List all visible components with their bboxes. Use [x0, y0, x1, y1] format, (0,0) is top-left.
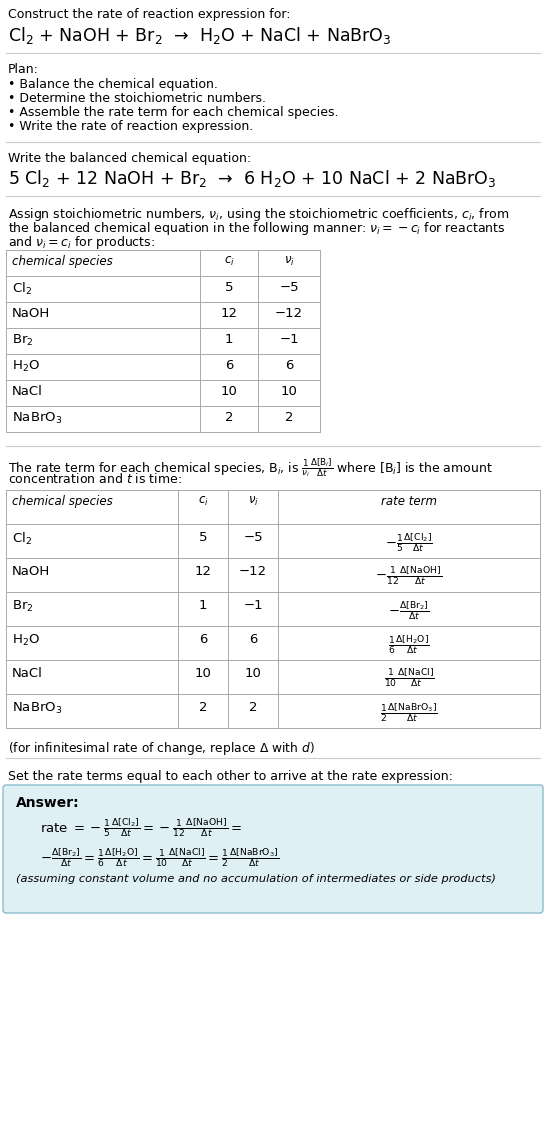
- Text: $c_i$: $c_i$: [224, 255, 234, 269]
- Text: $\frac{1}{2}\frac{\Delta[\mathrm{NaBrO_3}]}{\Delta t}$: $\frac{1}{2}\frac{\Delta[\mathrm{NaBrO_3…: [380, 701, 438, 724]
- Text: NaBrO$_3$: NaBrO$_3$: [12, 701, 62, 716]
- Text: rate term: rate term: [381, 495, 437, 508]
- Text: Cl$_2$ + NaOH + Br$_2$  →  H$_2$O + NaCl + NaBrO$_3$: Cl$_2$ + NaOH + Br$_2$ → H$_2$O + NaCl +…: [8, 25, 391, 46]
- Text: 2: 2: [249, 701, 257, 714]
- Text: 12: 12: [221, 307, 238, 320]
- Text: Plan:: Plan:: [8, 63, 39, 76]
- Text: • Balance the chemical equation.: • Balance the chemical equation.: [8, 79, 218, 91]
- Text: 10: 10: [245, 667, 262, 681]
- Text: Br$_2$: Br$_2$: [12, 599, 33, 615]
- Text: the balanced chemical equation in the following manner: $\nu_i = -c_i$ for react: the balanced chemical equation in the fo…: [8, 220, 506, 237]
- Text: $\frac{1}{6}\frac{\Delta[\mathrm{H_2O}]}{\Delta t}$: $\frac{1}{6}\frac{\Delta[\mathrm{H_2O}]}…: [388, 633, 430, 655]
- Text: Br$_2$: Br$_2$: [12, 333, 33, 348]
- Text: • Determine the stoichiometric numbers.: • Determine the stoichiometric numbers.: [8, 92, 266, 105]
- Text: $\frac{1}{10}\frac{\Delta[\mathrm{NaCl}]}{\Delta t}$: $\frac{1}{10}\frac{\Delta[\mathrm{NaCl}]…: [384, 667, 435, 690]
- Text: 1: 1: [199, 599, 207, 612]
- Text: 5: 5: [225, 281, 233, 294]
- Text: $\nu_i$: $\nu_i$: [247, 495, 258, 508]
- Text: −5: −5: [243, 531, 263, 544]
- Text: (assuming constant volume and no accumulation of intermediates or side products): (assuming constant volume and no accumul…: [16, 874, 496, 884]
- Text: 12: 12: [194, 564, 211, 578]
- Text: 2: 2: [285, 411, 293, 424]
- Text: chemical species: chemical species: [12, 255, 113, 269]
- Text: 5: 5: [199, 531, 207, 544]
- Text: concentration and $t$ is time:: concentration and $t$ is time:: [8, 472, 182, 486]
- Text: H$_2$O: H$_2$O: [12, 358, 40, 374]
- Text: chemical species: chemical species: [12, 495, 113, 508]
- Text: 1: 1: [225, 333, 233, 346]
- Text: rate $= -\frac{1}{5}\frac{\Delta[\mathrm{Cl_2}]}{\Delta t} = -\frac{1}{12}\frac{: rate $= -\frac{1}{5}\frac{\Delta[\mathrm…: [40, 816, 242, 839]
- Text: 2: 2: [225, 411, 233, 424]
- Text: −12: −12: [239, 564, 267, 578]
- Text: Write the balanced chemical equation:: Write the balanced chemical equation:: [8, 152, 251, 165]
- FancyBboxPatch shape: [3, 785, 543, 913]
- Text: −1: −1: [279, 333, 299, 346]
- Text: 10: 10: [194, 667, 211, 681]
- Text: 5 Cl$_2$ + 12 NaOH + Br$_2$  →  6 H$_2$O + 10 NaCl + 2 NaBrO$_3$: 5 Cl$_2$ + 12 NaOH + Br$_2$ → 6 H$_2$O +…: [8, 168, 496, 189]
- Text: • Assemble the rate term for each chemical species.: • Assemble the rate term for each chemic…: [8, 106, 339, 119]
- Text: 6: 6: [199, 633, 207, 646]
- Text: The rate term for each chemical species, B$_i$, is $\frac{1}{\nu_i}\frac{\Delta[: The rate term for each chemical species,…: [8, 456, 493, 479]
- Text: $-\frac{\Delta[\mathrm{Br}_2]}{\Delta t}$: $-\frac{\Delta[\mathrm{Br}_2]}{\Delta t}…: [388, 599, 430, 621]
- Text: NaOH: NaOH: [12, 564, 50, 578]
- Text: NaCl: NaCl: [12, 385, 43, 398]
- Text: $c_i$: $c_i$: [198, 495, 209, 508]
- Text: −5: −5: [279, 281, 299, 294]
- Text: and $\nu_i = c_i$ for products:: and $\nu_i = c_i$ for products:: [8, 234, 155, 251]
- Text: $-\frac{\Delta[\mathrm{Br_2}]}{\Delta t} = \frac{1}{6}\frac{\Delta[\mathrm{H_2O}: $-\frac{\Delta[\mathrm{Br_2}]}{\Delta t}…: [40, 846, 280, 869]
- Text: Assign stoichiometric numbers, $\nu_i$, using the stoichiometric coefficients, $: Assign stoichiometric numbers, $\nu_i$, …: [8, 206, 509, 223]
- Text: NaCl: NaCl: [12, 667, 43, 681]
- Text: 10: 10: [221, 385, 238, 398]
- Text: $-\frac{1}{5}\frac{\Delta[\mathrm{Cl}_2]}{\Delta t}$: $-\frac{1}{5}\frac{\Delta[\mathrm{Cl}_2]…: [385, 531, 433, 554]
- Text: (for infinitesimal rate of change, replace Δ with $d$): (for infinitesimal rate of change, repla…: [8, 740, 315, 757]
- Text: NaBrO$_3$: NaBrO$_3$: [12, 411, 62, 426]
- Text: −12: −12: [275, 307, 303, 320]
- Text: Cl$_2$: Cl$_2$: [12, 281, 32, 297]
- Text: $-\frac{1}{12}\frac{\Delta[\mathrm{NaOH}]}{\Delta t}$: $-\frac{1}{12}\frac{\Delta[\mathrm{NaOH}…: [376, 564, 442, 587]
- Text: $\nu_i$: $\nu_i$: [283, 255, 294, 269]
- Text: NaOH: NaOH: [12, 307, 50, 320]
- Text: Cl$_2$: Cl$_2$: [12, 531, 32, 547]
- Text: 6: 6: [249, 633, 257, 646]
- Text: 6: 6: [285, 358, 293, 372]
- Text: Construct the rate of reaction expression for:: Construct the rate of reaction expressio…: [8, 8, 290, 20]
- Text: • Write the rate of reaction expression.: • Write the rate of reaction expression.: [8, 119, 253, 133]
- Text: −1: −1: [243, 599, 263, 612]
- Text: 6: 6: [225, 358, 233, 372]
- Text: H$_2$O: H$_2$O: [12, 633, 40, 649]
- Text: 10: 10: [281, 385, 298, 398]
- Text: Set the rate terms equal to each other to arrive at the rate expression:: Set the rate terms equal to each other t…: [8, 770, 453, 783]
- Text: Answer:: Answer:: [16, 795, 80, 810]
- Text: 2: 2: [199, 701, 207, 714]
